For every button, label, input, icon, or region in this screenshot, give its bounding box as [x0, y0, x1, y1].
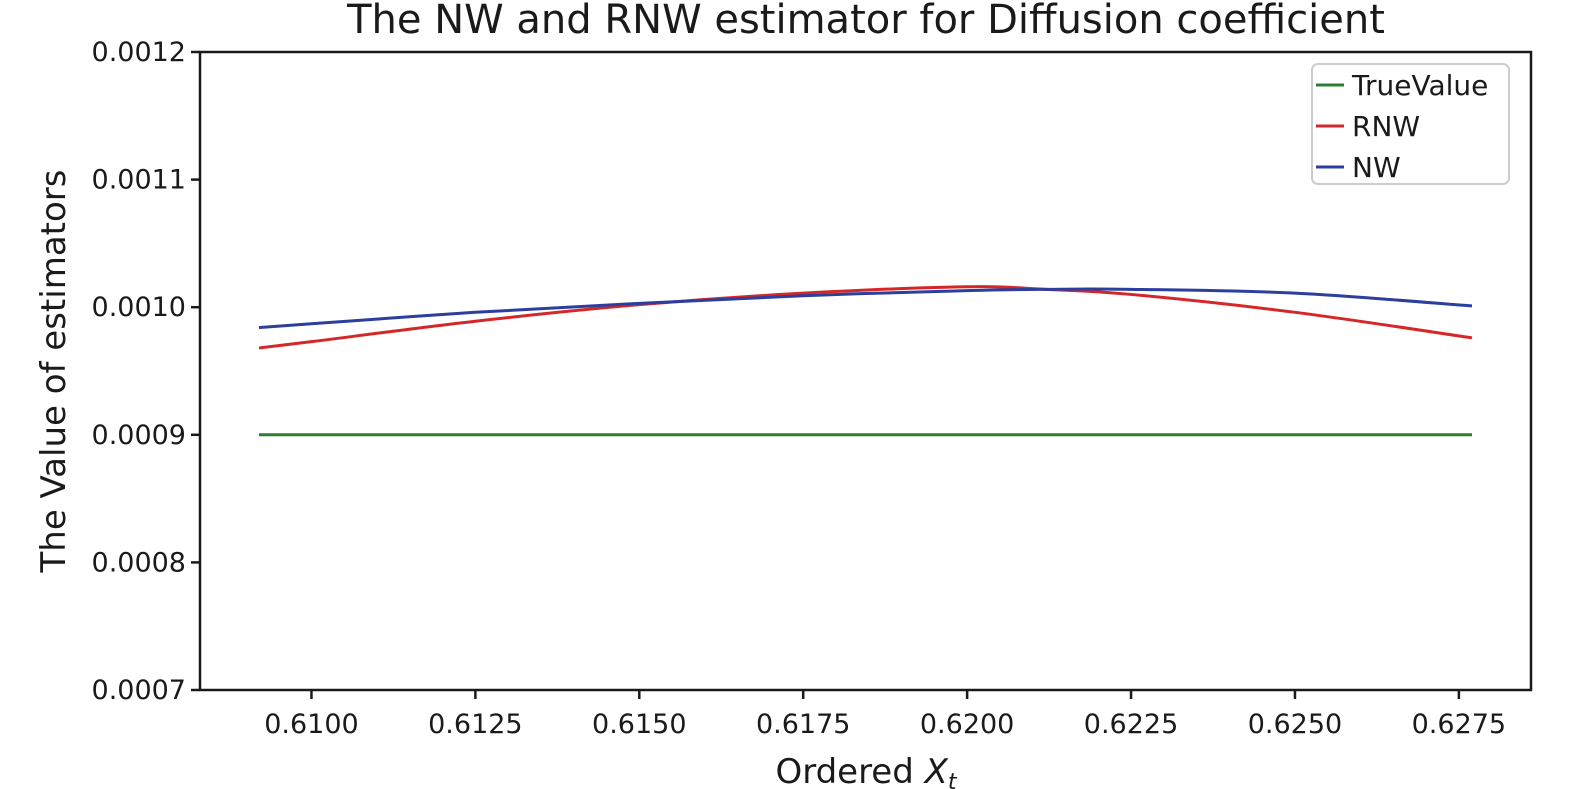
y-tick-label: 0.0010	[92, 292, 186, 323]
chart-title: The NW and RNW estimator for Diffusion c…	[346, 0, 1385, 43]
x-axis-label-prefix: Ordered	[775, 752, 924, 789]
x-tick-label: 0.6225	[1084, 709, 1178, 740]
x-axis-label: Ordered Xt	[775, 752, 957, 789]
y-tick-label: 0.0008	[92, 547, 186, 578]
y-axis-label: The Value of estimators	[34, 170, 74, 574]
y-tick-label: 0.0009	[92, 420, 186, 451]
y-tick-label: 0.0011	[92, 165, 186, 196]
x-axis-ticks: 0.6100 0.6125 0.6150 0.6175 0.6200 0.6225 0.62…	[264, 690, 1506, 740]
legend-box	[1311, 63, 1510, 185]
series-lines	[258, 285, 1473, 437]
series-line-rnw	[258, 285, 1473, 350]
legend-label-truevalue: TrueValue	[1351, 69, 1488, 102]
x-tick-label: 0.6275	[1412, 709, 1506, 740]
x-tick-label: 0.6125	[428, 709, 522, 740]
x-tick-label: 0.6250	[1248, 709, 1342, 740]
x-axis-label-sub: t	[948, 770, 958, 789]
legend-label-nw: NW	[1352, 151, 1401, 184]
legend: TrueValue RNW NW	[1311, 63, 1510, 185]
x-tick-label: 0.6150	[592, 709, 686, 740]
y-tick-label: 0.0007	[92, 675, 186, 706]
y-tick-label: 0.0012	[92, 37, 186, 68]
series-line-nw	[258, 287, 1473, 330]
x-tick-label: 0.6175	[756, 709, 850, 740]
y-axis-ticks: 0.0007 0.0008 0.0009 0.0010 0.0011 0.0012	[92, 37, 200, 706]
legend-label-rnw: RNW	[1352, 110, 1420, 143]
x-tick-label: 0.6100	[264, 709, 358, 740]
x-tick-label: 0.6200	[920, 709, 1014, 740]
x-axis-label-var: X	[923, 752, 949, 789]
plot-frame	[198, 50, 1533, 692]
